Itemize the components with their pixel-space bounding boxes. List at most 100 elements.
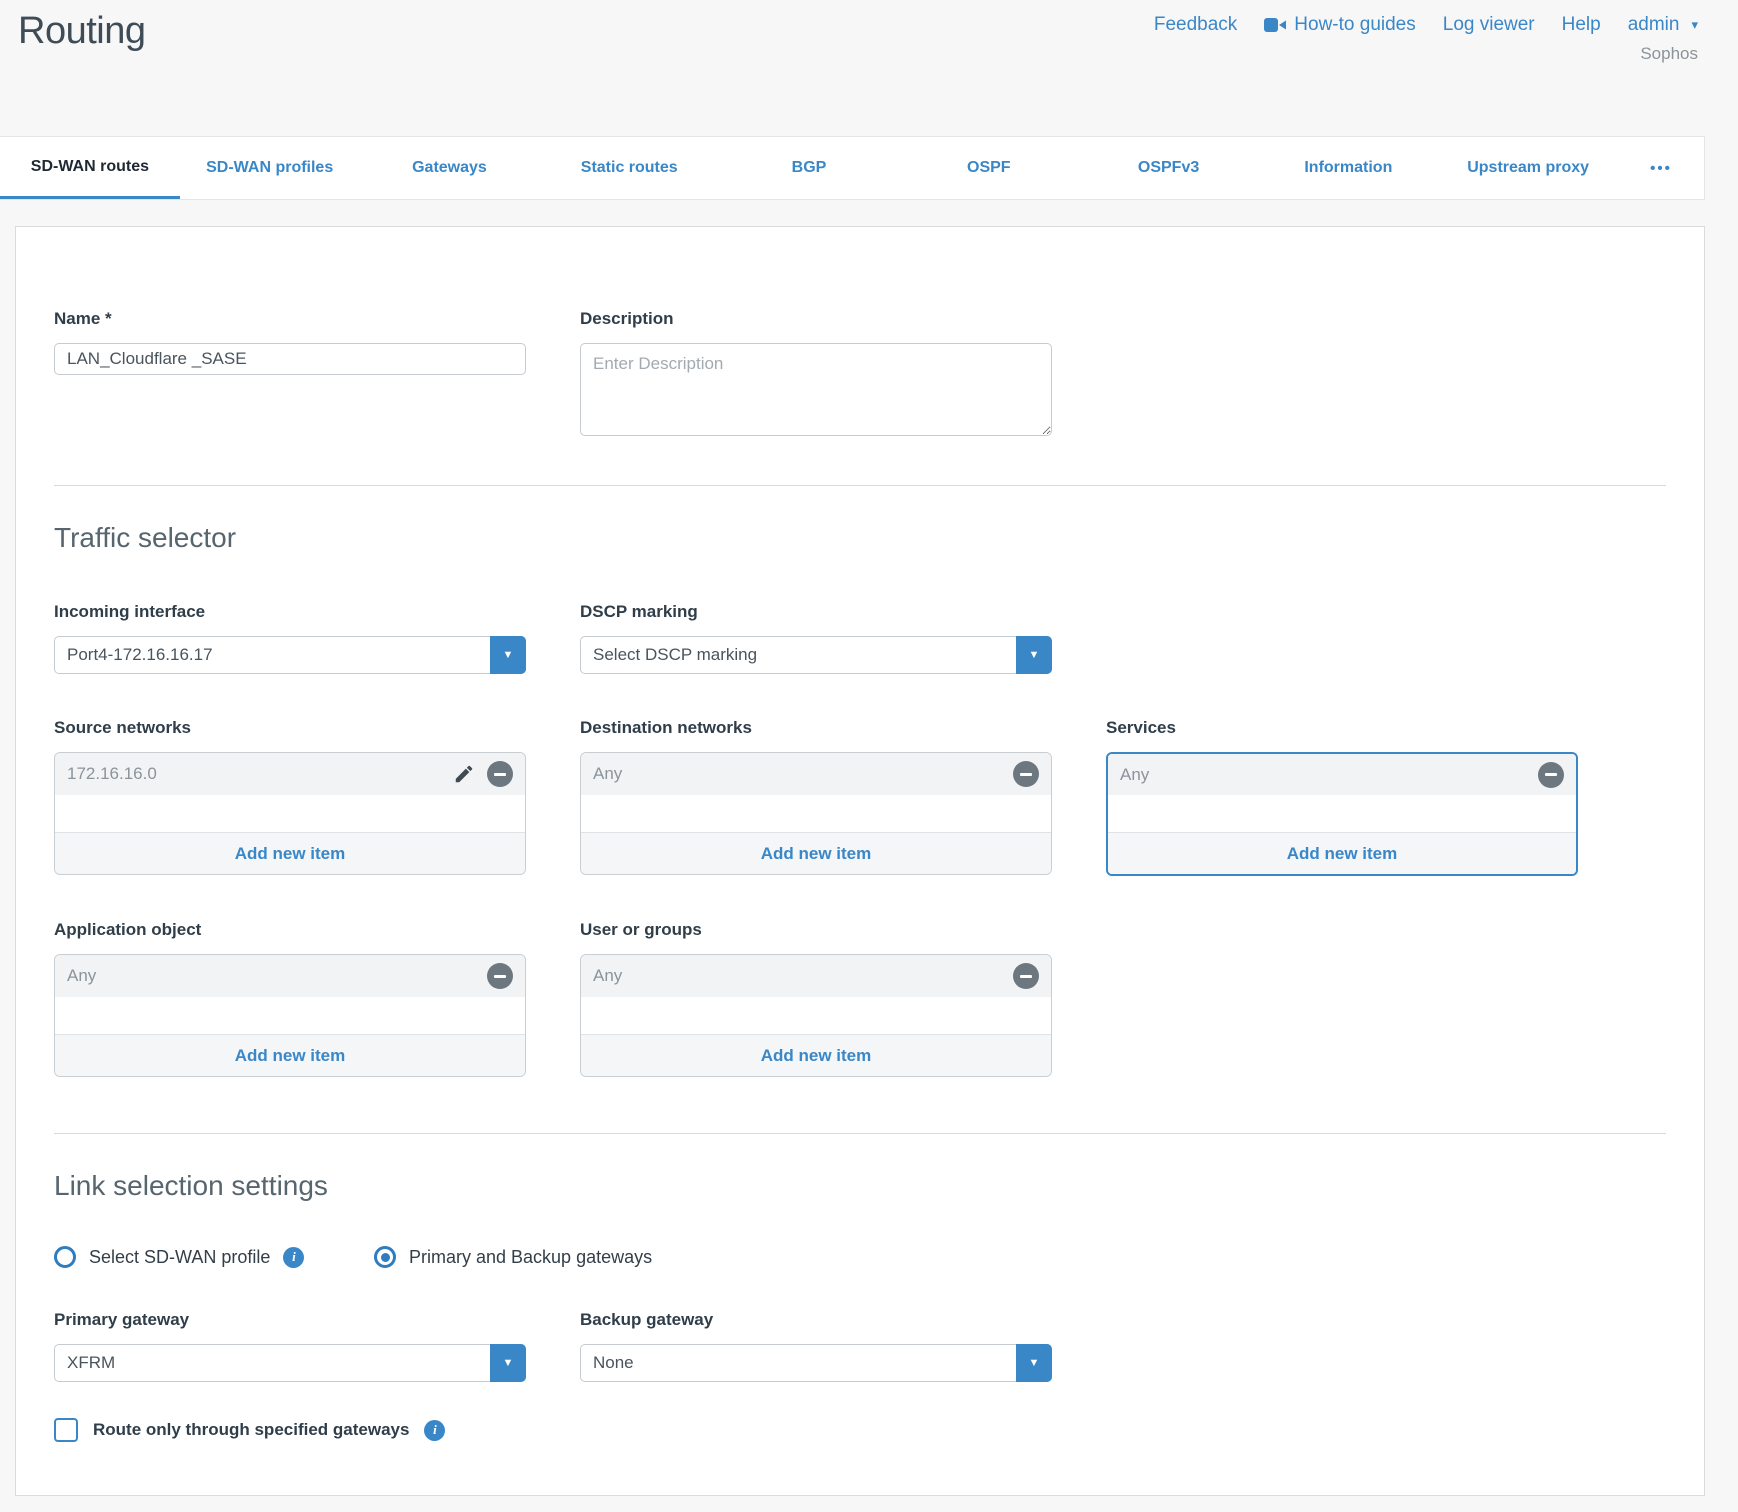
incoming-interface-label: Incoming interface (54, 602, 206, 621)
list-item: 172.16.16.0 (55, 753, 525, 795)
user-groups-box: Any Add new item (580, 954, 1052, 1077)
item-text: 172.16.16.0 (67, 764, 157, 783)
howto-guides-link[interactable]: How-to guides (1264, 14, 1416, 36)
primary-gateway-value: XFRM (67, 1353, 116, 1372)
sdwan-route-form-panel: Name * Description Traffic selector Inco… (15, 226, 1705, 1496)
chevron-down-icon[interactable]: ▼ (490, 1344, 526, 1382)
tab-static-routes[interactable]: Static routes (580, 159, 678, 176)
remove-item-icon[interactable] (1013, 963, 1039, 989)
add-new-item-button[interactable]: Add new item (1108, 832, 1576, 874)
description-field-group: Description (580, 309, 1052, 441)
help-link[interactable]: Help (1561, 14, 1601, 35)
name-field-group: Name * (54, 309, 526, 441)
route-only-checkbox[interactable] (54, 1418, 78, 1442)
destination-networks-group: Destination networks Any Add new item (580, 718, 1052, 876)
item-text: Any (1120, 764, 1150, 784)
services-label: Services (1106, 718, 1176, 737)
chevron-down-icon[interactable]: ▼ (1016, 1344, 1052, 1382)
admin-menu[interactable]: admin ▾ (1628, 14, 1698, 36)
tab-sdwan-profiles[interactable]: SD-WAN profiles (206, 159, 334, 176)
incoming-interface-select[interactable]: Port4-172.16.16.17 ▼ (54, 636, 526, 674)
backup-gateway-label: Backup gateway (580, 1310, 714, 1329)
radio-selected-icon[interactable] (374, 1246, 396, 1268)
services-group: Services Any Add new item (1106, 718, 1578, 876)
user-groups-label: User or groups (580, 920, 702, 939)
tab-information[interactable]: Information (1304, 159, 1393, 176)
radio-label: Primary and Backup gateways (409, 1246, 653, 1267)
tab-ospf[interactable]: OSPF (967, 159, 1011, 176)
source-networks-box: 172.16.16.0 Add new item (54, 752, 526, 875)
add-new-item-button[interactable]: Add new item (55, 832, 525, 874)
application-object-group: Application object Any Add new item (54, 920, 526, 1077)
item-text: Any (593, 764, 623, 783)
edit-pencil-icon[interactable] (453, 763, 475, 785)
info-icon[interactable]: i (283, 1246, 305, 1268)
remove-item-icon[interactable] (487, 963, 513, 989)
add-new-item-button[interactable]: Add new item (581, 1034, 1051, 1076)
remove-item-icon[interactable] (1013, 761, 1039, 787)
destination-networks-label: Destination networks (580, 718, 752, 737)
list-item: Any (55, 955, 525, 997)
name-label: Name * (54, 309, 112, 328)
dscp-label: DSCP marking (580, 602, 698, 621)
source-networks-group: Source networks 172.16.16.0 Add new item (54, 718, 526, 876)
backup-gateway-value: None (593, 1353, 634, 1372)
tab-gateways[interactable]: Gateways (412, 159, 487, 176)
chevron-down-icon: ▾ (1691, 17, 1698, 32)
backup-gateway-select[interactable]: None ▼ (580, 1344, 1052, 1382)
section-divider (54, 485, 1666, 486)
radio-label: Select SD-WAN profile (89, 1246, 271, 1267)
tab-ospfv3[interactable]: OSPFv3 (1137, 159, 1200, 176)
video-camera-icon (1264, 17, 1287, 33)
list-item: Any (581, 955, 1051, 997)
dscp-group: DSCP marking Select DSCP marking ▼ (580, 602, 1052, 674)
application-object-box: Any Add new item (54, 954, 526, 1077)
info-icon[interactable]: i (424, 1419, 446, 1441)
traffic-selector-heading: Traffic selector (54, 522, 237, 553)
list-item: Any (581, 753, 1051, 795)
dscp-select[interactable]: Select DSCP marking ▼ (580, 636, 1052, 674)
dscp-value: Select DSCP marking (593, 645, 758, 664)
incoming-interface-group: Incoming interface Port4-172.16.16.17 ▼ (54, 602, 526, 674)
backup-gateway-group: Backup gateway None ▼ (580, 1310, 1052, 1382)
section-divider (54, 1133, 1666, 1134)
howto-guides-label: How-to guides (1294, 14, 1416, 35)
tab-bgp[interactable]: BGP (791, 159, 827, 176)
more-tabs-button[interactable]: ••• (1650, 159, 1672, 177)
source-networks-label: Source networks (54, 718, 191, 737)
tab-sdwan-routes[interactable]: SD-WAN routes (0, 137, 180, 199)
route-only-row: Route only through specified gateways i (54, 1418, 1666, 1442)
add-new-item-button[interactable]: Add new item (55, 1034, 525, 1076)
log-viewer-link[interactable]: Log viewer (1442, 14, 1535, 35)
remove-item-icon[interactable] (1538, 761, 1564, 788)
primary-gateway-group: Primary gateway XFRM ▼ (54, 1310, 526, 1382)
primary-gateway-label: Primary gateway (54, 1310, 190, 1329)
radio-select-sdwan-profile[interactable]: Select SD-WAN profile i (54, 1246, 374, 1268)
description-textarea[interactable] (580, 343, 1052, 436)
chevron-down-icon[interactable]: ▼ (1016, 636, 1052, 674)
primary-gateway-select[interactable]: XFRM ▼ (54, 1344, 526, 1382)
remove-item-icon[interactable] (487, 761, 513, 787)
user-groups-group: User or groups Any Add new item (580, 920, 1052, 1077)
radio-unselected-icon[interactable] (54, 1246, 76, 1268)
radio-primary-backup-gateways[interactable]: Primary and Backup gateways (374, 1246, 652, 1268)
brand-text: Sophos (1640, 44, 1698, 63)
destination-networks-box: Any Add new item (580, 752, 1052, 875)
incoming-interface-value: Port4-172.16.16.17 (67, 645, 213, 664)
list-item: Any (1108, 754, 1576, 795)
item-text: Any (67, 966, 97, 985)
item-text: Any (593, 966, 623, 985)
name-input[interactable] (54, 343, 526, 375)
feedback-link[interactable]: Feedback (1153, 14, 1238, 35)
admin-label: admin (1627, 14, 1680, 35)
chevron-down-icon[interactable]: ▼ (490, 636, 526, 674)
page-title: Routing (18, 10, 146, 52)
application-object-label: Application object (54, 920, 202, 939)
header-utility-area: Feedback How-to guides Log viewer Help a… (1154, 14, 1698, 64)
link-selection-heading: Link selection settings (54, 1170, 328, 1201)
route-only-label: Route only through specified gateways (93, 1420, 410, 1439)
description-label: Description (580, 309, 674, 328)
tab-bar: SD-WAN routes SD-WAN profiles Gateways S… (0, 136, 1705, 200)
tab-upstream-proxy[interactable]: Upstream proxy (1467, 159, 1590, 176)
add-new-item-button[interactable]: Add new item (581, 832, 1051, 874)
